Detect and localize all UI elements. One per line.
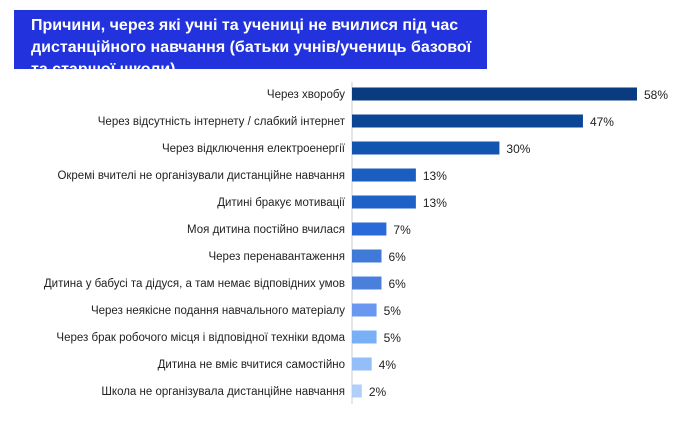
category-label: Школа не організувала дистанційне навчан… [101,386,345,398]
bar [352,195,416,209]
category-label: Дитина у бабусі та дідуся, а там немає в… [44,278,345,290]
chart-title: Причини, через які учні та учениці не вч… [14,10,487,78]
data-label: 4% [379,358,397,372]
data-label: 47% [590,115,614,129]
category-label: Окремі вчителі не організували дистанцій… [57,170,345,182]
bar [352,276,382,290]
bar [352,114,583,128]
data-label: 7% [393,223,411,237]
category-label: Моя дитина постійно вчилася [187,224,345,236]
bar [352,330,377,344]
category-label: Дитина не вміє вчитися самостійно [158,359,345,371]
category-label: Через брак робочого місця і відповідної … [56,332,345,344]
category-label: Дитині бракує мотивації [217,197,346,209]
data-label: 13% [423,196,447,210]
bar [352,357,372,371]
data-label: 5% [384,304,402,318]
category-label: Через відключення електроенергії [162,143,346,155]
data-label: 2% [369,385,387,399]
bar [352,303,377,317]
bar [352,249,382,263]
data-label: 6% [388,277,406,291]
bar [352,141,500,155]
data-label: 13% [423,169,447,183]
data-label: 58% [644,88,668,102]
data-label: 5% [384,331,402,345]
category-label: Через хворобу [267,89,345,101]
category-label: Через неякісне подання навчального матер… [91,305,345,317]
data-label: 30% [506,142,530,156]
bar [352,87,637,101]
data-label: 6% [388,250,406,264]
category-label: Через відсутність інтернету / слабкий ін… [98,116,346,128]
category-label: Через перенавантаження [208,251,345,263]
bar [352,222,387,236]
bar [352,168,416,182]
bar [352,384,362,398]
